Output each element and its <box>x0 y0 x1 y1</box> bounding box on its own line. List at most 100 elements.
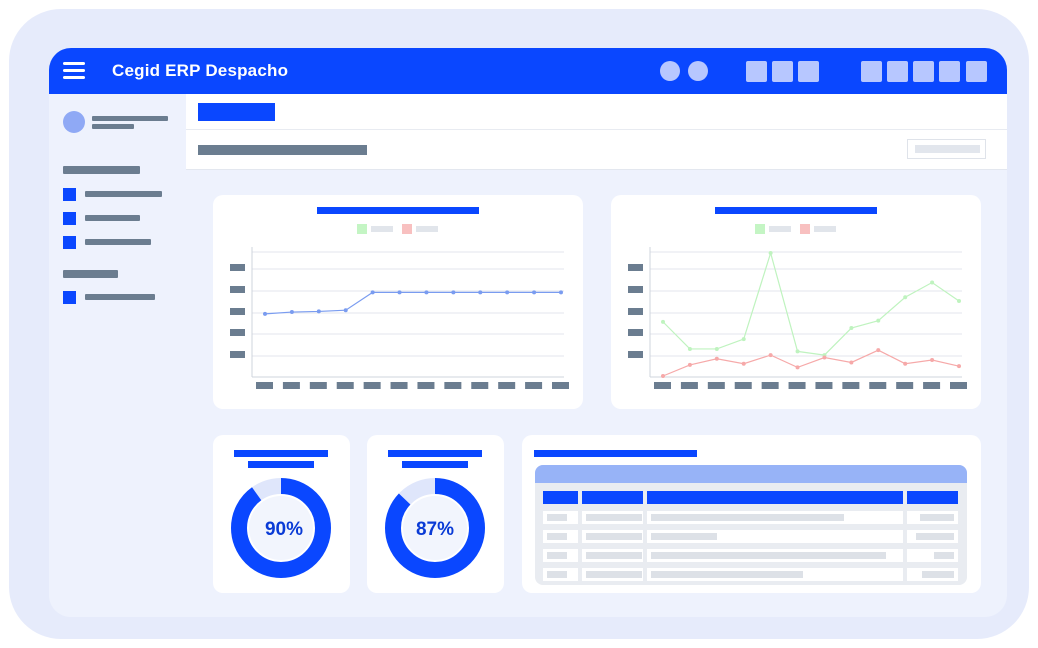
x-tick-label <box>309 382 327 389</box>
sidebar-section-heading <box>63 270 118 278</box>
user-name-placeholder <box>92 116 168 121</box>
data-point <box>822 355 827 360</box>
table-column-header[interactable] <box>543 491 578 504</box>
y-tick-label <box>628 329 643 336</box>
x-tick-label <box>734 382 752 389</box>
avatar[interactable] <box>63 111 85 133</box>
x-tick-label <box>842 382 860 389</box>
x-tick-label <box>390 382 408 389</box>
x-tick-label <box>417 382 435 389</box>
sidebar-item-icon[interactable] <box>63 188 76 201</box>
series-line <box>662 250 960 356</box>
table-cell-text-placeholder <box>547 552 567 559</box>
data-point <box>930 358 935 363</box>
data-point <box>741 337 746 342</box>
x-tick-label <box>707 382 725 389</box>
topbar-circle-button[interactable] <box>660 61 680 81</box>
top-bar: Cegid ERP Despacho <box>49 48 1007 94</box>
table-cell-text-placeholder <box>547 533 567 540</box>
divider <box>186 129 1007 130</box>
sidebar-item-icon[interactable] <box>63 291 76 304</box>
table-cell-text-placeholder <box>916 533 954 540</box>
table-cell-text-placeholder <box>920 514 954 521</box>
data-point <box>661 374 665 378</box>
data-point <box>424 290 429 295</box>
table-cell-text-placeholder <box>651 571 803 578</box>
x-tick-label <box>282 382 300 389</box>
table-row <box>543 530 958 543</box>
y-tick-label <box>628 286 643 293</box>
topbar-square-button[interactable] <box>966 61 987 82</box>
table-cell-text-placeholder <box>651 514 844 521</box>
legend-label-placeholder <box>371 226 393 232</box>
data-point <box>768 353 773 358</box>
topbar-square-button[interactable] <box>939 61 960 82</box>
topbar-square-button[interactable] <box>772 61 793 82</box>
y-tick-label <box>628 264 643 271</box>
table-cell-text-placeholder <box>586 533 642 540</box>
sidebar <box>49 94 186 617</box>
table-column-header[interactable] <box>582 491 643 504</box>
topbar-square-button[interactable] <box>746 61 767 82</box>
x-tick-label <box>471 382 489 389</box>
x-tick-label <box>256 382 273 389</box>
table-rows <box>543 511 958 581</box>
data-point <box>714 356 719 361</box>
legend-swatch <box>357 224 367 234</box>
data-point <box>661 319 665 324</box>
x-tick-label <box>363 382 381 389</box>
app-title: Cegid ERP Despacho <box>112 61 289 80</box>
legend-label-placeholder <box>769 226 791 232</box>
line-chart-1 <box>230 207 569 389</box>
table-cell-text-placeholder <box>934 552 954 559</box>
sidebar-item-label[interactable] <box>85 191 162 197</box>
y-tick-label <box>628 351 643 358</box>
legend-label-placeholder <box>814 226 836 232</box>
sidebar-item-label[interactable] <box>85 294 155 300</box>
data-point <box>741 361 746 366</box>
data-point <box>687 362 692 367</box>
data-point <box>768 251 773 255</box>
y-tick-label <box>628 308 643 315</box>
sidebar-item-icon[interactable] <box>63 236 76 249</box>
data-point <box>876 318 881 323</box>
donut-arc <box>385 478 485 578</box>
sidebar-item-label[interactable] <box>85 239 151 245</box>
data-point <box>263 311 267 316</box>
data-point <box>903 361 908 366</box>
x-tick-label <box>896 382 914 389</box>
table-cell-text-placeholder <box>651 552 886 559</box>
data-point <box>957 364 961 369</box>
donut-subtitle-placeholder <box>402 461 468 468</box>
data-point <box>849 360 854 365</box>
data-table <box>534 450 967 585</box>
active-tab[interactable] <box>198 103 275 121</box>
data-point <box>876 348 881 353</box>
table-title-placeholder <box>534 450 697 457</box>
topbar-square-button[interactable] <box>887 61 908 82</box>
data-point <box>930 280 935 285</box>
data-point <box>370 290 375 295</box>
topbar-circle-button[interactable] <box>688 61 708 81</box>
sidebar-item-icon[interactable] <box>63 212 76 225</box>
sidebar-item-label[interactable] <box>85 215 140 221</box>
table-cell-text-placeholder <box>651 533 717 540</box>
legend-swatch <box>755 224 765 234</box>
hamburger-menu-icon[interactable] <box>63 61 85 81</box>
table-column-header[interactable] <box>647 491 903 504</box>
x-tick-label <box>788 382 806 389</box>
x-tick-label <box>654 382 671 389</box>
data-point <box>714 346 719 351</box>
header-action-button[interactable] <box>907 139 986 159</box>
data-point <box>289 310 294 315</box>
donut-value-label: 87% <box>416 519 454 540</box>
table-column-header[interactable] <box>907 491 958 504</box>
x-tick-label <box>950 382 967 389</box>
donut-center <box>403 496 467 560</box>
topbar-square-button[interactable] <box>798 61 819 82</box>
topbar-square-button[interactable] <box>913 61 934 82</box>
topbar-square-button[interactable] <box>861 61 882 82</box>
table-cell-text-placeholder <box>547 571 567 578</box>
user-role-placeholder <box>92 124 134 129</box>
x-tick-label <box>444 382 462 389</box>
